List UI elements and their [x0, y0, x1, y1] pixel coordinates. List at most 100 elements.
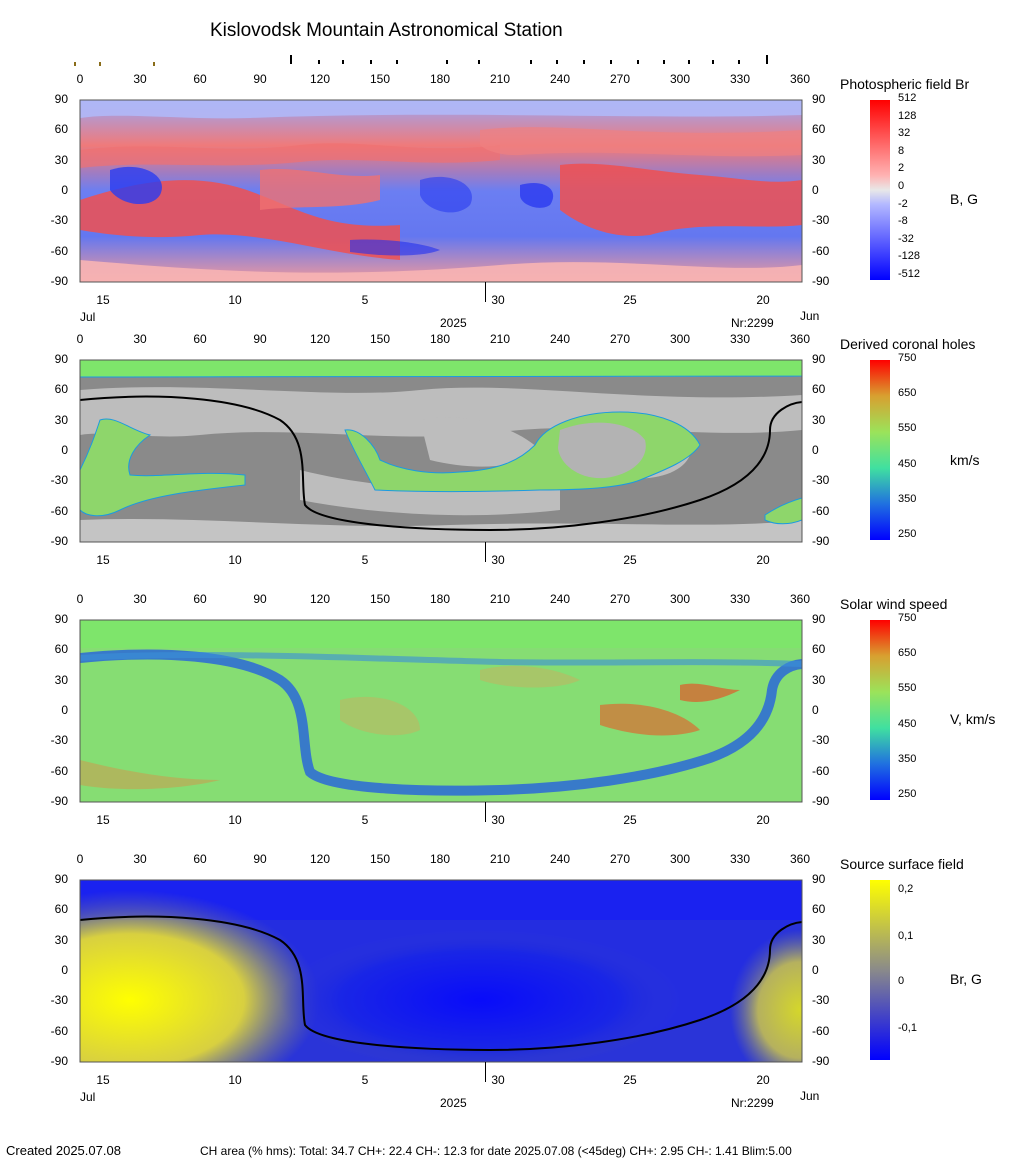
lat-tick-label-right: -30 — [812, 733, 830, 748]
lon-tick-label: 180 — [429, 592, 451, 606]
unit-coronal-holes: km/s — [950, 452, 980, 468]
lon-tick-label: 360 — [789, 72, 811, 86]
lon-tick-label: 180 — [429, 72, 451, 86]
lat-tick-label-right: 90 — [812, 92, 826, 106]
colorbar-tick-label: 550 — [898, 682, 917, 695]
date-tick-label: 30 — [491, 1073, 505, 1087]
lat-tick-label-right: 60 — [812, 122, 826, 137]
unit-source-surface: Br, G — [950, 971, 982, 987]
colorbar-coronal-holes — [870, 360, 890, 540]
colorbar-tick-label: 512 — [898, 92, 917, 104]
lat-tick-label-left: 0 — [61, 703, 68, 717]
colorbar-tick-label: 128 — [898, 109, 917, 122]
lon-tick-label: 30 — [133, 852, 147, 866]
lon-tick-label: 120 — [309, 332, 331, 346]
date-tick-label: 10 — [228, 553, 242, 567]
lon-tick-label: 300 — [669, 332, 691, 346]
lat-tick-label-right: 0 — [812, 963, 819, 977]
page-title: Kislovodsk Mountain Astronomical Station — [210, 20, 563, 41]
lat-tick-label-left: 30 — [54, 412, 68, 427]
lat-tick-label-left: -30 — [50, 733, 68, 748]
colorbar-title-source-surface: Source surface field — [840, 856, 964, 872]
lat-tick-label-left: 90 — [54, 92, 68, 106]
lon-tick-label: 240 — [549, 332, 571, 346]
lon-tick-label: 120 — [309, 852, 331, 866]
panel-solar-wind — [79, 619, 890, 803]
lat-tick-label-left: -30 — [50, 473, 68, 488]
lon-tick-label: 120 — [309, 72, 331, 86]
photo-map-regions — [80, 100, 802, 282]
lat-tick-label-right: 90 — [812, 612, 826, 626]
lat-tick-label-left: -90 — [50, 794, 68, 808]
lon-tick-label: 270 — [609, 72, 631, 86]
lon-tick-label: 330 — [729, 332, 751, 346]
colorbar-tick-label: 250 — [898, 788, 917, 800]
colorbar-tick-label: 450 — [898, 457, 917, 470]
lat-tick-label-left: 60 — [54, 642, 68, 657]
date-tick-label: 10 — [228, 813, 242, 827]
panel-source-surface — [79, 879, 890, 1063]
colorbar-tick-label: -0,1 — [898, 1022, 917, 1034]
lat-tick-label-right: 30 — [812, 412, 826, 427]
colorbar-tick-label: -128 — [898, 250, 921, 263]
unit-photospheric: B, G — [950, 191, 979, 207]
lon-tick-label: 90 — [253, 592, 267, 606]
lon-tick-label: 180 — [429, 852, 451, 866]
date-tick-label: 15 — [96, 553, 110, 567]
lat-tick-label-left: -60 — [50, 1023, 68, 1038]
lat-tick-label-right: 60 — [812, 382, 826, 397]
lat-tick-label-right: 0 — [812, 183, 819, 197]
colorbar-solar-wind — [870, 620, 890, 800]
lon-tick-label: 30 — [133, 72, 147, 86]
lat-tick-label-right: 60 — [812, 902, 826, 917]
lat-tick-label-right: -90 — [812, 274, 830, 288]
lon-tick-label: 180 — [429, 332, 451, 346]
lon-tick-label: 0 — [76, 332, 84, 346]
lat-tick-label-right: -30 — [812, 473, 830, 488]
colorbar-photospheric — [870, 100, 890, 280]
lon-tick-label: 300 — [669, 72, 691, 86]
date-tick-label: 20 — [756, 813, 770, 827]
date-tick-label: 15 — [96, 1073, 110, 1087]
unit-solar-wind: V, km/s — [950, 711, 996, 727]
date-tick-label: 25 — [623, 813, 637, 827]
colorbar-tick-label: 0 — [898, 975, 905, 987]
lat-tick-label-left: 90 — [54, 872, 68, 886]
date-tick-label: 5 — [361, 293, 369, 307]
lon-tick-label: 150 — [369, 592, 391, 606]
date-tick-label: 15 — [96, 813, 110, 827]
ch-map-regions — [80, 360, 802, 542]
lat-tick-label-right: 90 — [812, 352, 826, 366]
colorbar-tick-label: 650 — [898, 647, 917, 660]
lon-tick-label: 150 — [369, 332, 391, 346]
colorbar-tick-label: 8 — [898, 144, 905, 157]
lon-tick-label: 240 — [549, 592, 571, 606]
date-tick-label: 30 — [491, 553, 505, 567]
lat-tick-label-right: -30 — [812, 213, 830, 228]
lon-tick-label: 0 — [76, 592, 84, 606]
year-label: 2025 — [440, 316, 467, 330]
date-separator-tick — [485, 802, 486, 822]
lon-tick-label: 210 — [489, 332, 511, 346]
colorbar-tick-label: 0,1 — [898, 930, 914, 942]
lat-tick-label-left: -30 — [50, 993, 68, 1008]
wind-map-regions — [80, 620, 802, 796]
colorbar-tick-label: 550 — [898, 422, 917, 435]
source-map-regions — [80, 880, 802, 1062]
lon-tick-label: 0 — [76, 852, 84, 866]
lat-tick-label-left: 0 — [61, 183, 68, 197]
date-tick-label: 10 — [228, 293, 242, 307]
colorbar-source-surface — [870, 880, 890, 1060]
lat-tick-label-left: -30 — [50, 213, 68, 228]
lat-tick-label-left: 30 — [54, 152, 68, 167]
colorbar-tick-label: 350 — [898, 492, 917, 505]
colorbar-title-coronal-holes: Derived coronal holes — [840, 336, 976, 352]
date-tick-label: 15 — [96, 293, 110, 307]
lat-tick-label-right: 0 — [812, 443, 819, 457]
lat-tick-label-left: 60 — [54, 122, 68, 137]
lon-tick-label: 150 — [369, 852, 391, 866]
lat-tick-label-right: -60 — [812, 1023, 830, 1038]
source-neutral-line — [79, 915, 803, 1052]
month-left-label: Jul — [80, 310, 96, 324]
lat-tick-label-left: -90 — [50, 274, 68, 288]
